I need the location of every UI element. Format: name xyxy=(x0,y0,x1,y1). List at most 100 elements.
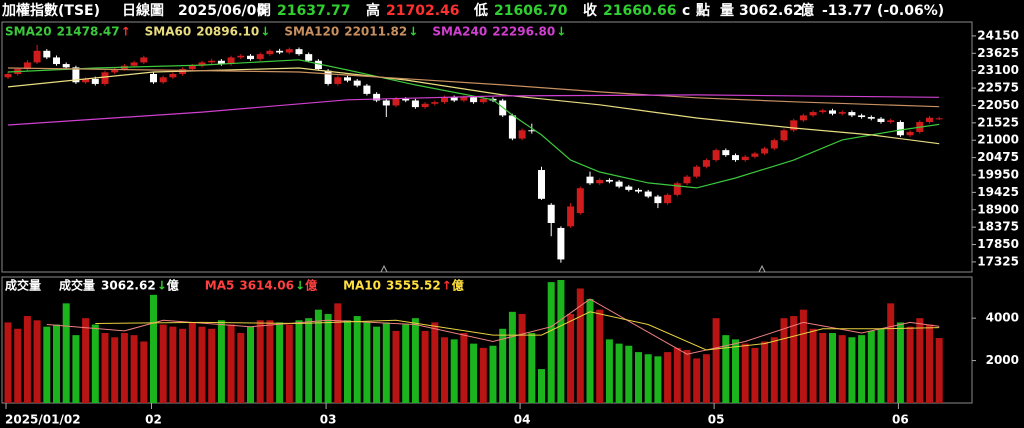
x-tick-label: 02 xyxy=(145,413,162,427)
header: 加權指數(TSE) 日線圖 2025/06/06 開 21637.77 高 21… xyxy=(1,2,944,19)
open-value: 21637.77 xyxy=(277,3,351,19)
candle-body xyxy=(23,62,31,70)
moving-average-line xyxy=(46,298,940,355)
volume-bar xyxy=(276,322,284,403)
volume-bar xyxy=(130,335,138,403)
volume-bar xyxy=(867,330,875,403)
candle-body xyxy=(421,103,429,108)
candle-body xyxy=(392,98,400,106)
volume-bar xyxy=(751,347,759,403)
volume-bar xyxy=(470,343,478,403)
y-tick-label: 18900 xyxy=(977,202,1019,216)
volume-bar xyxy=(673,347,681,403)
volume-bar xyxy=(896,322,904,403)
candle-body xyxy=(53,57,60,65)
candle-body xyxy=(4,73,12,78)
candle-body xyxy=(450,97,458,101)
volume-bar xyxy=(615,343,623,403)
close-value: 21660.66 xyxy=(603,3,677,19)
volume-bar xyxy=(722,335,730,403)
volume-bar xyxy=(702,354,710,403)
candle-body xyxy=(33,50,41,63)
volume-unit: 億 xyxy=(800,2,814,19)
legend-arrow: ↓ xyxy=(556,25,566,39)
volume-bar xyxy=(567,313,575,403)
moving-average-line xyxy=(7,59,940,189)
volume-bar xyxy=(363,322,371,403)
volume-bar xyxy=(644,354,652,403)
legend-name: 成交量 xyxy=(59,278,95,293)
volume-bar xyxy=(906,326,914,403)
candle-body xyxy=(906,131,914,136)
volume-bar xyxy=(4,322,12,403)
change: -13.77 (-0.06%) xyxy=(822,3,944,19)
legend-unit: 億 xyxy=(167,278,179,293)
unit: 點 xyxy=(696,2,710,19)
candle-body xyxy=(576,188,584,214)
legend-value: 3614.06 xyxy=(239,279,294,293)
candle-body xyxy=(169,73,177,78)
marker xyxy=(380,264,388,273)
volume-bar xyxy=(179,328,187,403)
volume-label: 量 xyxy=(720,3,734,19)
volume-bar xyxy=(848,337,856,403)
low-value: 21606.70 xyxy=(494,3,568,19)
candle-body xyxy=(344,77,351,81)
x-tick-label: 04 xyxy=(514,413,531,427)
y-tick-label: 17850 xyxy=(977,237,1019,251)
candle-body xyxy=(858,115,866,118)
candle-body xyxy=(702,160,710,167)
candle-body xyxy=(82,78,90,83)
price-panel xyxy=(1,21,973,273)
candle-body xyxy=(567,206,575,227)
volume-bar xyxy=(431,322,439,403)
candle-body xyxy=(111,69,119,73)
candle-body xyxy=(780,130,788,141)
volume-bar xyxy=(732,339,739,403)
candle-body xyxy=(819,110,827,113)
legend-name: SMA120 xyxy=(284,25,339,39)
candle-body xyxy=(382,100,390,106)
legend-arrow: ↓ xyxy=(295,279,305,293)
candle-body xyxy=(91,78,99,84)
moving-average-line xyxy=(95,311,940,351)
candle-body xyxy=(285,49,293,53)
candle-body xyxy=(770,140,778,149)
legend-value: 3062.62 xyxy=(101,279,156,293)
candle-body xyxy=(644,191,652,197)
candle-body xyxy=(528,130,536,132)
candle-body xyxy=(732,155,739,161)
low-label: 低 xyxy=(473,2,488,19)
volume-bar xyxy=(411,318,419,403)
candle-body xyxy=(314,60,322,70)
candle-body xyxy=(441,97,448,103)
candle-body xyxy=(411,100,419,108)
volume-bar xyxy=(518,313,526,403)
candle-body xyxy=(266,50,274,55)
candle-body xyxy=(353,80,361,86)
volume-panel xyxy=(1,276,973,404)
y-tick-label: 22050 xyxy=(977,98,1019,112)
candle-body xyxy=(130,62,138,66)
candle-body xyxy=(247,55,254,60)
volume-bar xyxy=(150,294,157,403)
legend-arrow: ↑ xyxy=(442,279,452,293)
volume-bar xyxy=(120,333,128,403)
candle-body xyxy=(654,196,662,204)
volume-bar xyxy=(188,322,196,403)
volume-bar xyxy=(450,339,458,403)
volume-bar xyxy=(295,320,303,403)
candle-body xyxy=(547,204,555,223)
y-tick-label: 21000 xyxy=(977,133,1019,147)
volume-value: 3062.62 xyxy=(739,3,803,19)
volume-bar xyxy=(392,330,400,403)
volume-bar xyxy=(237,333,245,403)
index-name: 加權指數(TSE) xyxy=(1,2,100,19)
x-tick-label: 2025/01/02 xyxy=(5,413,81,427)
volume-bar xyxy=(926,324,933,403)
volume-bar xyxy=(654,356,662,403)
legend-value: 3555.52 xyxy=(386,279,441,293)
volume-bar xyxy=(53,324,60,403)
y-tick-label: 18375 xyxy=(977,220,1019,234)
